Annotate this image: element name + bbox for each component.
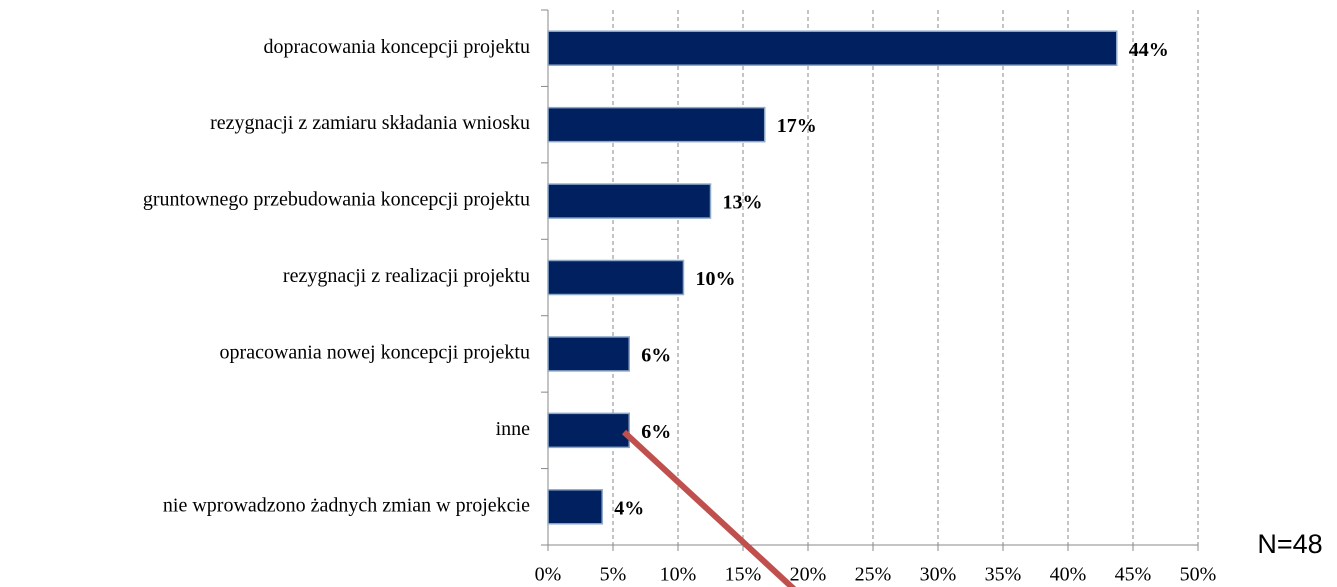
bar (547, 259, 685, 296)
x-tick-label: 5% (600, 564, 627, 586)
y-tick-label: rezygnacji z zamiaru składania wniosku (210, 112, 530, 134)
bar (547, 336, 630, 372)
annotation-arrow (621, 429, 797, 587)
y-tick-label: rezygnacji z realizacji projektu (283, 265, 530, 287)
y-tick-label: opracowania nowej koncepcji projektu (220, 342, 530, 364)
x-tick-label: 40% (1050, 564, 1087, 586)
y-tick-label: dopracowania koncepcji projektu (263, 36, 530, 58)
x-tick-label: 35% (985, 564, 1022, 586)
value-label: 17% (777, 115, 817, 137)
y-tick-label: gruntownego przebudowania koncepcji proj… (143, 189, 530, 211)
x-tick-label: 50% (1180, 564, 1217, 586)
value-label: 6% (641, 421, 671, 443)
value-label: 13% (723, 192, 763, 214)
x-tick-label: 15% (725, 564, 762, 586)
annotation: N=48 (1257, 529, 1322, 559)
value-label: 6% (641, 345, 671, 367)
bar (547, 106, 766, 143)
x-tick-label: 10% (660, 564, 697, 586)
x-tick-label: 25% (855, 564, 892, 586)
bar (547, 30, 1118, 66)
x-tick-label: 0% (535, 564, 562, 586)
y-tick-label: inne (496, 418, 531, 440)
value-label: 44% (1129, 39, 1169, 61)
value-label: 10% (695, 268, 735, 290)
x-tick-label: 20% (790, 564, 827, 586)
bar (547, 412, 630, 449)
x-tick-label: 30% (920, 564, 957, 586)
bar (547, 183, 712, 219)
y-tick-label: nie wprowadzono żadnych zmian w projekci… (163, 494, 530, 516)
x-tick-label: 45% (1115, 564, 1152, 586)
bar (547, 489, 603, 525)
value-label: 4% (614, 497, 644, 519)
